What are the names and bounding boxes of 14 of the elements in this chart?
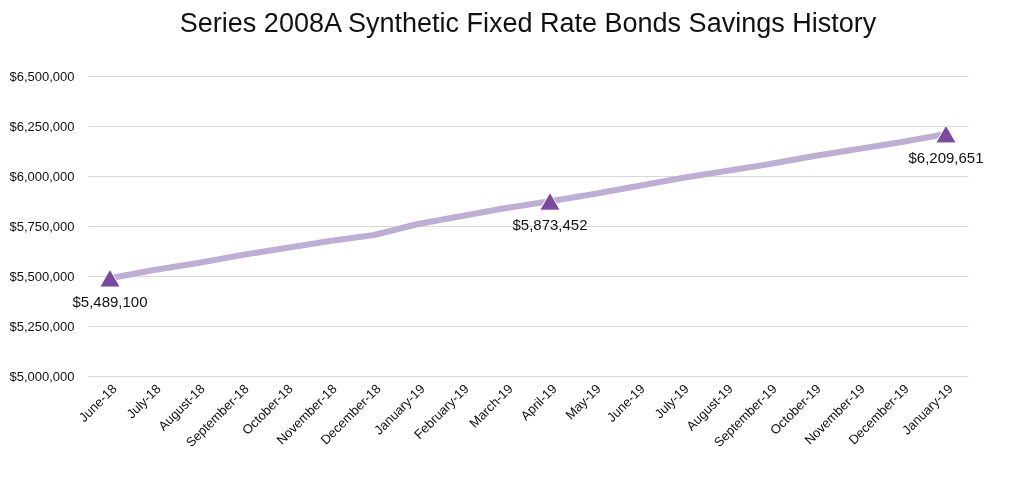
y-tick-label: $5,250,000	[9, 318, 75, 334]
data-label: $5,489,100	[72, 293, 148, 311]
point	[539, 191, 561, 211]
chart-title: Series 2008A Synthetic Fixed Rate Bonds Savings History	[179, 8, 877, 38]
y-tick-label: $5,500,000	[9, 268, 75, 284]
y-tick-label: $6,500,000	[9, 68, 75, 84]
y-tick-label: $5,000,000	[9, 368, 75, 384]
point	[99, 268, 121, 288]
data-label: $5,873,452	[512, 216, 588, 234]
y-tick-label: $6,000,000	[9, 168, 75, 184]
y-tick-label: $5,750,000	[9, 218, 75, 234]
data-label: $6,209,651	[908, 149, 984, 167]
y-tick-label: $6,250,000	[9, 118, 75, 134]
point	[935, 124, 957, 144]
